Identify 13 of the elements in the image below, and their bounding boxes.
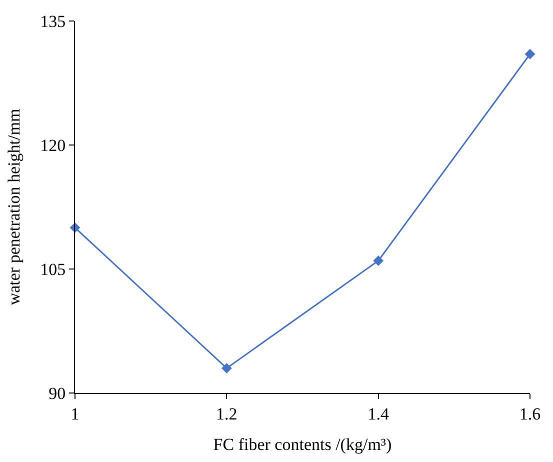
y-tick-label: 120	[40, 136, 66, 155]
x-tick-label: 1	[70, 404, 80, 424]
y-tick-label: 135	[40, 12, 66, 31]
point	[373, 256, 384, 266]
x-tick-label: 1.4	[368, 404, 390, 424]
x-axis-title: FC fiber contents /(kg/m³)	[213, 434, 392, 454]
y-tick-label: 90	[48, 384, 66, 403]
x-tick-label: 1.2	[216, 404, 238, 424]
point	[524, 48, 536, 60]
x-tick-label: 1.6	[519, 404, 541, 424]
y-axis-title: water penetration height/mm	[4, 108, 24, 306]
y-tick-label: 105	[40, 260, 66, 279]
point	[221, 363, 232, 374]
